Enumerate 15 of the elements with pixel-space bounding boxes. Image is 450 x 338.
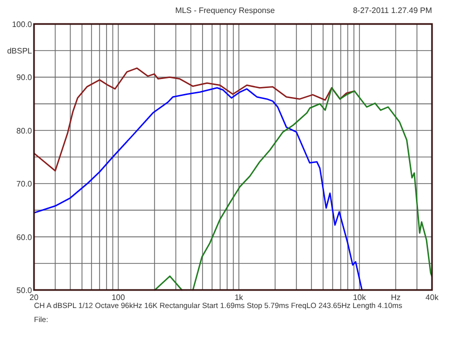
text: 8-27-2011 1.27.49 PM bbox=[352, 6, 432, 15]
y-tick-label: 60.0 bbox=[16, 232, 33, 242]
x-tick-label: 40k bbox=[426, 293, 440, 302]
y-tick-label: 50.0 bbox=[16, 286, 33, 295]
x-tick-label: 10k bbox=[352, 293, 367, 302]
y-tick-label: 80.0 bbox=[16, 126, 33, 136]
x-tick-label: 100 bbox=[112, 293, 126, 302]
y-tick-label: 90.0 bbox=[16, 73, 33, 82]
y-tick-label: 100.0 bbox=[12, 20, 33, 29]
x-tick-label: 1k bbox=[234, 293, 244, 302]
x-tick-label: Hz bbox=[390, 293, 401, 302]
x-tick-label: 20 bbox=[30, 293, 39, 302]
y-tick-label: dBSPL bbox=[7, 46, 33, 56]
chart-title: MLS - Frequency Response bbox=[175, 6, 276, 15]
y-tick-label: 70.0 bbox=[16, 180, 33, 189]
